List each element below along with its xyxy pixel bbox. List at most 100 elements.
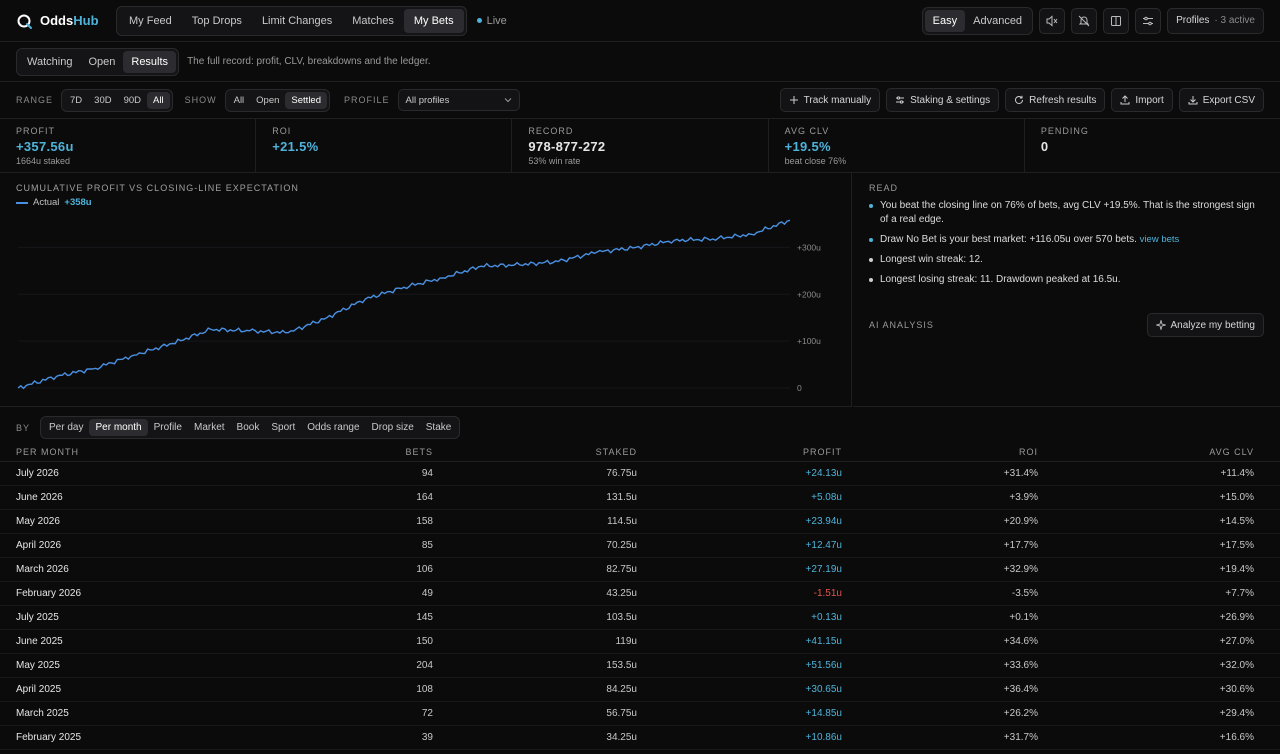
nav-limit-changes[interactable]: Limit Changes bbox=[261, 14, 333, 27]
col-header-staked[interactable]: STAKED bbox=[595, 446, 637, 457]
stat-sub: 53% win rate bbox=[528, 156, 581, 166]
app-logo[interactable]: OddsHub bbox=[16, 12, 116, 30]
table-row[interactable]: March 2025 72 56.75u +14.85u +26.2% +29.4% bbox=[0, 702, 1280, 726]
by-per-month[interactable]: Per month bbox=[89, 419, 148, 436]
range-toggle: 7D 30D 90D All bbox=[61, 88, 173, 112]
range-30d[interactable]: 30D bbox=[94, 94, 112, 106]
cell-staked: 82.75u bbox=[606, 564, 637, 575]
col-header-roi[interactable]: ROI bbox=[1018, 446, 1038, 457]
range-7d[interactable]: 7D bbox=[70, 94, 83, 106]
tab-results[interactable]: Results bbox=[123, 50, 177, 73]
table-row[interactable]: February 2026 49 43.25u -1.51u -3.5% +7.7% bbox=[0, 582, 1280, 606]
by-market[interactable]: Market bbox=[193, 422, 225, 433]
stat-pending: PENDING 0 bbox=[1025, 119, 1280, 172]
cell-avg-clv: +17.5% bbox=[1219, 540, 1254, 551]
mode-advanced[interactable]: Advanced bbox=[973, 14, 1023, 27]
nav-matches[interactable]: Matches bbox=[352, 14, 394, 27]
cell-period: April 2026 bbox=[16, 540, 62, 551]
by-drop-size[interactable]: Drop size bbox=[371, 422, 414, 433]
table-row[interactable]: February 2025 39 34.25u +10.86u +31.7% +16.6% bbox=[0, 726, 1280, 750]
columns-button[interactable] bbox=[1103, 7, 1130, 34]
table-row[interactable]: July 2025 145 103.5u +0.13u +0.1% +26.9% bbox=[0, 606, 1280, 630]
cell-staked: 70.25u bbox=[606, 540, 637, 551]
table-row[interactable]: June 2025 150 119u +41.15u +34.6% +27.0% bbox=[0, 630, 1280, 654]
import-button[interactable]: Import bbox=[1111, 88, 1173, 112]
by-sport[interactable]: Sport bbox=[271, 422, 296, 433]
tab-open[interactable]: Open bbox=[88, 55, 116, 68]
table-row[interactable]: May 2025 204 153.5u +51.56u +33.6% +32.0% bbox=[0, 654, 1280, 678]
cell-roi: +32.9% bbox=[1003, 564, 1038, 575]
notifications-off-button[interactable] bbox=[1071, 7, 1098, 34]
stat-value: +21.5% bbox=[272, 139, 319, 154]
range-all[interactable]: All bbox=[147, 91, 170, 109]
refresh-results-button[interactable]: Refresh results bbox=[1005, 88, 1106, 112]
cell-staked: 131.5u bbox=[606, 492, 637, 503]
cell-avg-clv: +14.5% bbox=[1219, 516, 1254, 527]
table-row[interactable]: July 2026 94 76.75u +24.13u +31.4% +11.4% bbox=[0, 462, 1280, 486]
stat-value: +19.5% bbox=[784, 139, 831, 154]
table-row[interactable]: April 2026 85 70.25u +12.47u +17.7% +17.5% bbox=[0, 534, 1280, 558]
export-csv-button[interactable]: Export CSV bbox=[1178, 88, 1264, 112]
range-label: RANGE bbox=[16, 95, 54, 105]
cell-bets: 150 bbox=[416, 636, 433, 647]
cell-bets: 164 bbox=[416, 492, 433, 503]
track-manually-button[interactable]: Track manually bbox=[779, 88, 881, 112]
cell-period: March 2026 bbox=[16, 564, 69, 575]
cell-avg-clv: +27.0% bbox=[1219, 636, 1254, 647]
legend-series-value: +358u bbox=[64, 197, 92, 208]
range-90d[interactable]: 90D bbox=[123, 94, 142, 106]
cell-roi: +26.2% bbox=[1003, 708, 1038, 719]
show-open[interactable]: Open bbox=[256, 94, 280, 106]
staking-settings-button[interactable]: Staking & settings bbox=[886, 88, 1000, 112]
nav-my-feed[interactable]: My Feed bbox=[129, 14, 172, 27]
live-dot-icon bbox=[476, 18, 482, 23]
cell-profit: +51.56u bbox=[805, 660, 842, 671]
cell-bets: 39 bbox=[421, 732, 433, 743]
mode-easy[interactable]: Easy bbox=[924, 9, 966, 32]
stat-title: RECORD bbox=[528, 126, 574, 136]
cell-staked: 153.5u bbox=[606, 660, 637, 671]
show-settled[interactable]: Settled bbox=[285, 91, 327, 109]
track-manually-label: Track manually bbox=[803, 94, 872, 106]
by-stake[interactable]: Stake bbox=[425, 422, 452, 433]
stat-profit: PROFIT +357.56u 1664u staked bbox=[0, 119, 257, 172]
table-row[interactable]: June 2026 164 131.5u +5.08u +3.9% +15.0% bbox=[0, 486, 1280, 510]
by-per-day[interactable]: Per day bbox=[49, 422, 84, 433]
filter-bar: RANGE 7D 30D 90D All SHOW All Open Settl… bbox=[0, 82, 1280, 119]
filters-button[interactable] bbox=[1135, 7, 1162, 34]
profile-select[interactable]: All profiles bbox=[397, 89, 520, 111]
mute-button[interactable] bbox=[1039, 7, 1066, 34]
table-row[interactable]: March 2026 106 82.75u +27.19u +32.9% +19.4% bbox=[0, 558, 1280, 582]
cell-profit: +14.85u bbox=[805, 708, 842, 719]
read-panel: READ You beat the closing line on 76% of… bbox=[853, 173, 1280, 407]
by-profile[interactable]: Profile bbox=[153, 422, 182, 433]
show-label: SHOW bbox=[184, 95, 217, 105]
by-book[interactable]: Book bbox=[236, 422, 260, 433]
cell-roi: +31.7% bbox=[1003, 732, 1038, 743]
cell-roi: +31.4% bbox=[1003, 468, 1038, 479]
analyze-betting-button[interactable]: Analyze my betting bbox=[1146, 313, 1264, 337]
by-odds-range[interactable]: Odds range bbox=[307, 422, 360, 433]
tab-watching[interactable]: Watching bbox=[27, 55, 73, 68]
col-header-bets[interactable]: BETS bbox=[405, 446, 433, 457]
col-header-avg-clv[interactable]: AVG CLV bbox=[1209, 446, 1254, 457]
nav-top-drops[interactable]: Top Drops bbox=[191, 14, 242, 27]
col-header-profit[interactable]: PROFIT bbox=[803, 446, 842, 457]
table-row[interactable]: April 2025 108 84.25u +30.65u +36.4% +30.6% bbox=[0, 678, 1280, 702]
cell-profit: +30.65u bbox=[805, 684, 842, 695]
view-bets-link[interactable]: view bets bbox=[1139, 234, 1180, 245]
cell-staked: 76.75u bbox=[606, 468, 637, 479]
cell-avg-clv: +11.4% bbox=[1220, 468, 1254, 479]
cell-staked: 119u bbox=[615, 636, 637, 647]
show-all[interactable]: All bbox=[233, 94, 245, 106]
stat-roi: ROI +21.5% bbox=[256, 119, 513, 172]
table-row[interactable]: May 2026 158 114.5u +23.94u +20.9% +14.5% bbox=[0, 510, 1280, 534]
nav-my-bets[interactable]: My Bets bbox=[403, 8, 464, 33]
col-header-period[interactable]: PER MONTH bbox=[16, 446, 79, 457]
live-indicator: Live bbox=[476, 14, 507, 27]
bullet-dot-icon bbox=[869, 258, 873, 262]
cell-period: July 2026 bbox=[16, 468, 59, 479]
live-label: Live bbox=[486, 14, 507, 27]
profiles-button[interactable]: Profiles · 3 active bbox=[1167, 7, 1264, 34]
read-title: READ bbox=[869, 183, 899, 193]
